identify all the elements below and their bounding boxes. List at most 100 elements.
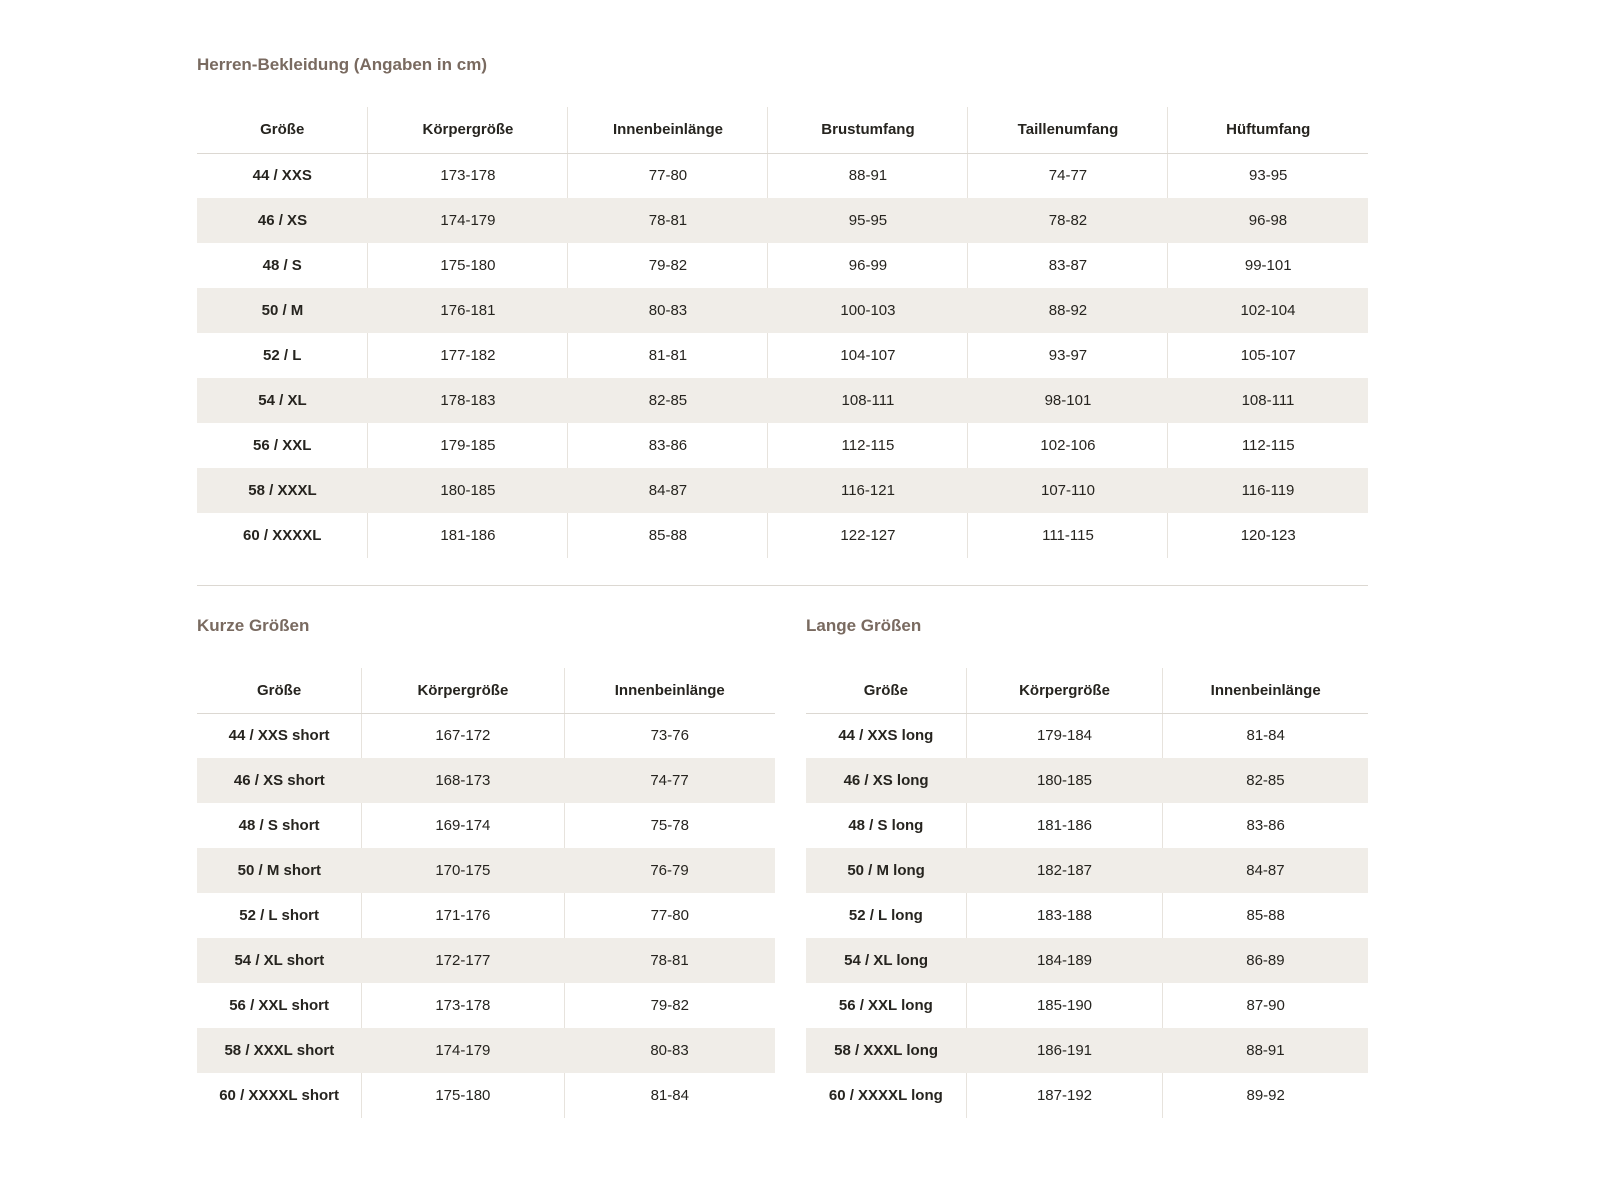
value-cell: 173-178 <box>361 983 565 1028</box>
size-label-cell: 50 / M short <box>237 862 322 879</box>
column-header: Größe <box>806 668 967 714</box>
table-row: 54 / XL long 184-189 86-89 <box>806 938 1368 983</box>
size-label-cell: 56 / XXL long <box>838 997 933 1014</box>
value-cell: 93-97 <box>967 333 1168 378</box>
size-label-cell: 52 / L short <box>239 907 319 924</box>
value-cell: 96-98 <box>1248 212 1288 229</box>
table-row: 46 / XS short 168-173 74-77 <box>197 758 775 803</box>
value-cell: 88-91 <box>767 153 968 198</box>
size-label-cell: 54 / XL long <box>844 952 929 969</box>
value-cell: 175-180 <box>367 243 568 288</box>
table-row: 58 / XXXL long 186-191 88-91 <box>806 1028 1368 1073</box>
value-cell: 116-121 <box>840 482 895 499</box>
mens-clothing-section: Herren-Bekleidung (Angaben in cm) Größe K… <box>197 54 1368 558</box>
value-cell: 99-101 <box>1167 243 1368 288</box>
value-cell: 185-190 <box>965 983 1163 1028</box>
size-label-cell: 52 / L <box>263 347 302 364</box>
value-cell: 83-87 <box>967 243 1168 288</box>
size-label-cell: 50 / M <box>261 302 304 319</box>
header-row: Größe Körpergröße Innenbeinlänge Brustumfan… <box>197 107 1368 154</box>
size-label-cell: 58 / XXXL <box>248 482 317 499</box>
size-label-cell: 52 / L long <box>848 907 923 924</box>
value-cell: 73-76 <box>563 713 775 758</box>
column-header: Größe <box>197 668 362 714</box>
size-label-cell: 56 / XXL short <box>229 997 329 1014</box>
value-cell: 83-86 <box>1162 803 1368 848</box>
table-row: 46 / XS long 180-185 82-85 <box>806 758 1368 803</box>
table-row: 44 / XXS long 179-184 81-84 <box>806 713 1368 758</box>
value-cell: 174-179 <box>435 1042 491 1059</box>
value-cell: 89-92 <box>1162 1073 1368 1118</box>
value-cell: 108-111 <box>1241 392 1295 409</box>
long-sizes-section: Lange Größen Größe Körpergröße Innenbeinlä… <box>806 615 1368 1118</box>
value-cell: 170-175 <box>435 862 491 879</box>
value-cell: 81-84 <box>1162 713 1368 758</box>
value-cell: 98-101 <box>1044 392 1092 409</box>
value-cell: 171-176 <box>361 893 565 938</box>
column-header: Taillenumfang <box>967 107 1168 154</box>
value-cell: 167-172 <box>361 713 565 758</box>
table-row: 44 / XXS 173-178 77-80 88-91 74-77 93-95 <box>197 153 1368 198</box>
value-cell: 100-103 <box>840 302 896 319</box>
table-row: 58 / XXXL short 174-179 80-83 <box>197 1028 775 1073</box>
table-row: 58 / XXXL 180-185 84-87 116-121 107-110 116-1… <box>197 468 1368 513</box>
value-cell: 74-77 <box>650 772 689 789</box>
value-cell: 186-191 <box>1036 1042 1093 1059</box>
table-row: 44 / XXS short 167-172 73-76 <box>197 713 775 758</box>
value-cell: 75-78 <box>563 803 775 848</box>
size-chart-page: Herren-Bekleidung (Angaben in cm) Größe K… <box>197 54 1368 1118</box>
table-row: 56 / XXL short 173-178 79-82 <box>197 983 775 1028</box>
value-cell: 180-185 <box>1036 772 1093 789</box>
value-cell: 82-85 <box>1246 772 1285 789</box>
short-sizes-table: Größe Körpergröße Innenbeinlänge 44 / XXS s… <box>197 668 775 1118</box>
size-label-cell: 60 / XXXXL long <box>828 1087 943 1104</box>
value-cell: 178-183 <box>440 392 496 409</box>
table-row: 48 / S 175-180 79-82 96-99 83-87 99-101 <box>197 243 1368 288</box>
size-label-cell: 46 / XS long <box>843 772 929 789</box>
column-header: Körpergröße <box>361 668 565 714</box>
table-row: 54 / XL short 172-177 78-81 <box>197 938 775 983</box>
size-label-cell: 56 / XXL <box>253 437 312 454</box>
value-cell: 86-89 <box>1246 952 1285 969</box>
value-cell: 108-111 <box>841 392 895 409</box>
table-row: 50 / M 176-181 80-83 100-103 88-92 102-104 <box>197 288 1368 333</box>
value-cell: 179-184 <box>965 713 1163 758</box>
size-label-cell: 58 / XXXL short <box>224 1042 335 1059</box>
value-cell: 187-192 <box>965 1073 1163 1118</box>
size-label-cell: 58 / XXXL long <box>834 1042 939 1059</box>
value-cell: 96-99 <box>767 243 968 288</box>
section-divider <box>197 585 1368 586</box>
short-sizes-title: Kurze Größen <box>197 616 310 635</box>
value-cell: 112-115 <box>767 423 968 468</box>
long-sizes-title: Lange Größen <box>806 616 922 635</box>
value-cell: 85-88 <box>567 513 768 558</box>
table-row: 52 / L 177-182 81-81 104-107 93-97 105-107 <box>197 333 1368 378</box>
table-row: 52 / L short 171-176 77-80 <box>197 893 775 938</box>
size-label-cell: 60 / XXXXL short <box>219 1087 339 1104</box>
size-label-cell: 44 / XXS <box>252 167 312 185</box>
mens-clothing-title: Herren-Bekleidung (Angaben in cm) <box>197 55 487 74</box>
size-label-cell: 48 / S <box>262 257 302 274</box>
table-row: 50 / M short 170-175 76-79 <box>197 848 775 893</box>
header-row: Größe Körpergröße Innenbeinlänge <box>197 668 775 714</box>
value-cell: 184-189 <box>1036 952 1093 969</box>
size-label-cell: 54 / XL <box>258 392 307 409</box>
column-header: Brustumfang <box>767 107 968 154</box>
column-header: Größe <box>197 107 368 154</box>
value-cell: 88-91 <box>1246 1042 1285 1059</box>
table-row: 60 / XXXXL long 187-192 89-92 <box>806 1073 1368 1118</box>
value-cell: 107-110 <box>1040 482 1095 499</box>
value-cell: 93-95 <box>1167 153 1368 198</box>
size-label-cell: 54 / XL short <box>234 952 325 969</box>
value-cell: 77-80 <box>563 893 775 938</box>
value-cell: 122-127 <box>767 513 968 558</box>
value-cell: 175-180 <box>361 1073 565 1118</box>
header-row: Größe Körpergröße Innenbeinlänge <box>806 668 1368 714</box>
mens-clothing-size-table: Größe Körpergröße Innenbeinlänge Brustumfan… <box>197 107 1368 558</box>
value-cell: 181-186 <box>965 803 1163 848</box>
size-label-cell: 48 / S long <box>848 817 924 834</box>
size-label-cell: 46 / XS short <box>233 772 325 789</box>
value-cell: 179-185 <box>367 423 568 468</box>
value-cell: 181-186 <box>367 513 568 558</box>
value-cell: 176-181 <box>440 302 496 319</box>
